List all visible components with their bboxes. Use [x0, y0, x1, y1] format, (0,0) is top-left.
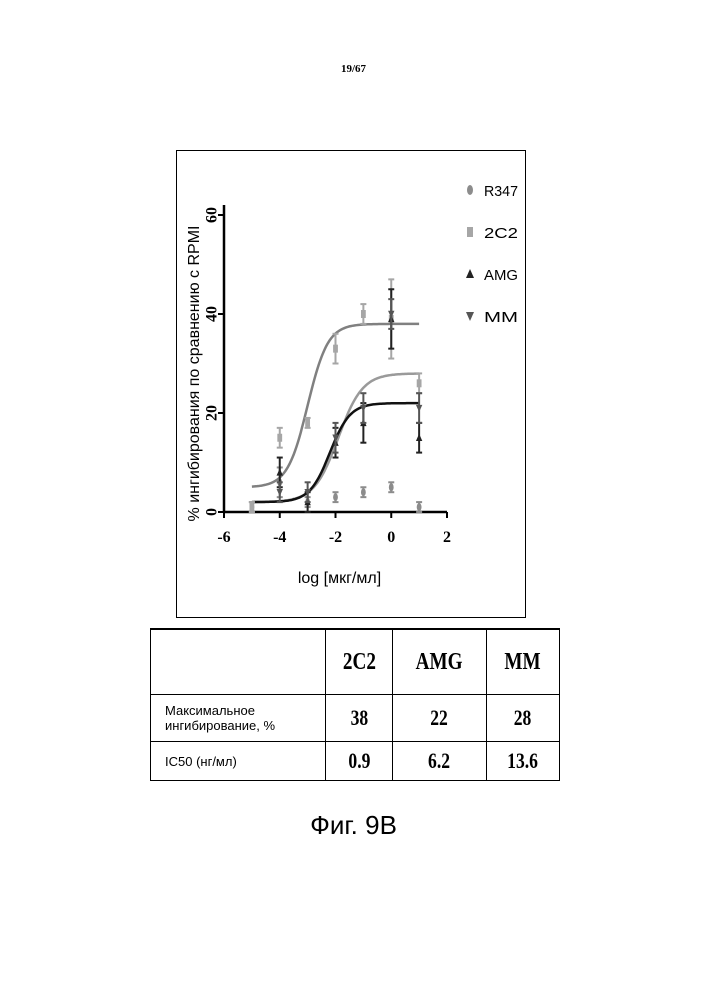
cell-ic50-amg: 6.2 [402, 742, 477, 781]
cell-max-amg: 22 [402, 695, 477, 742]
cell-ic50-mm: 13.6 [494, 742, 552, 781]
data-point-2c2 [361, 310, 366, 318]
data-point-2c2 [277, 434, 282, 442]
legend-label-amg: AMG [484, 267, 518, 284]
x-tick-label: -2 [329, 529, 342, 546]
legend-label-2c2: 2C2 [484, 225, 518, 242]
x-tick-label: 2 [443, 529, 451, 546]
x-axis-title: log [мкг/мл] [298, 570, 381, 587]
x-tick-label: 0 [387, 529, 395, 546]
y-axis-title: % ингибирования по сравнению с RPMI [186, 226, 203, 522]
data-point-amg [416, 434, 422, 441]
data-point-mm [416, 405, 422, 412]
x-tick-label: -4 [273, 529, 286, 546]
data-point-2c2 [305, 419, 310, 427]
data-point-r347 [417, 503, 422, 511]
row-label-ic50: IC50 (нг/мл) [151, 742, 326, 781]
dose-response-chart: -6-4-2020204060log [мкг/мл]% ингибирован… [177, 151, 527, 619]
table-header-2c2: 2C2 [332, 629, 385, 695]
data-point-r347 [361, 488, 366, 496]
figure-caption: Фиг. 9B [0, 810, 707, 841]
y-tick-label: 60 [204, 207, 221, 223]
legend-marker-2c2 [467, 227, 473, 237]
data-point-mm [277, 489, 283, 496]
y-tick-label: 20 [204, 405, 221, 421]
table-header-row: 2C2 AMG MM [151, 629, 560, 695]
data-point-amg [277, 468, 283, 475]
cell-max-2c2: 38 [332, 695, 385, 742]
data-point-2c2 [417, 379, 422, 387]
chart-frame: -6-4-2020204060log [мкг/мл]% ингибирован… [176, 150, 526, 618]
x-tick-label: -6 [217, 529, 230, 546]
page-number: 19/67 [0, 63, 707, 75]
y-tick-label: 40 [204, 306, 221, 322]
legend-marker-amg [466, 269, 474, 278]
table-header-amg: AMG [402, 629, 477, 695]
legend-label-r347: R347 [484, 183, 518, 200]
cell-max-mm: 28 [494, 695, 552, 742]
legend-label-mm: MM [484, 309, 518, 326]
table-row: IC50 (нг/мл) 0.9 6.2 13.6 [151, 742, 560, 781]
cell-ic50-2c2: 0.9 [332, 742, 385, 781]
data-point-2c2 [249, 503, 254, 511]
legend-marker-mm [466, 312, 474, 321]
y-tick-label: 0 [204, 508, 221, 516]
data-point-r347 [389, 483, 394, 491]
data-point-2c2 [333, 345, 338, 353]
table-header-empty [151, 629, 326, 695]
row-label-max-inhibition: Максимальное ингибирование, % [151, 695, 326, 742]
table-header-mm: MM [494, 629, 552, 695]
results-table: 2C2 AMG MM Максимальное ингибирование, %… [150, 628, 560, 781]
legend-marker-r347 [467, 185, 473, 195]
table-row: Максимальное ингибирование, % 38 22 28 [151, 695, 560, 742]
data-point-r347 [333, 493, 338, 501]
